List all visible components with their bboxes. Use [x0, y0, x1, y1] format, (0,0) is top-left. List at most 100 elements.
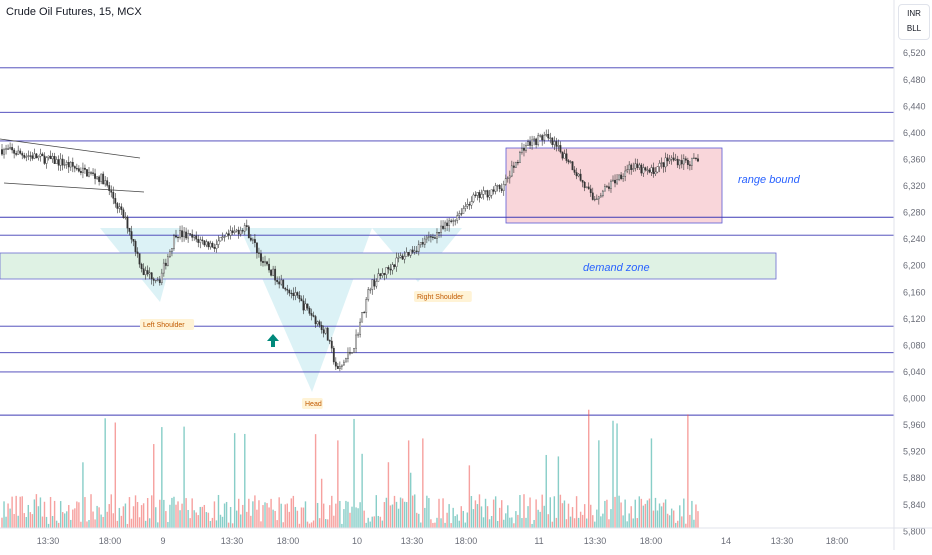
- candle-body: [231, 230, 234, 233]
- candle-body: [282, 279, 285, 289]
- candle-body: [597, 196, 600, 200]
- volume-bar: [13, 514, 15, 528]
- candle-body: [484, 190, 487, 192]
- candle-body: [247, 226, 250, 239]
- volume-bar: [521, 518, 523, 528]
- volume-bar: [555, 517, 558, 528]
- volume-bar: [274, 510, 276, 528]
- candle-body: [124, 216, 127, 219]
- volume-bar: [606, 499, 608, 528]
- volume-bar: [31, 514, 34, 528]
- candle-body: [45, 157, 48, 164]
- range-bound-label: range bound: [738, 174, 801, 186]
- volume-bar: [227, 522, 230, 528]
- volume-bar: [165, 511, 167, 528]
- volume-bar: [365, 522, 367, 528]
- volume-bar: [294, 506, 297, 528]
- volume-bar: [533, 519, 535, 528]
- volume-bar: [272, 509, 274, 528]
- candle-body: [383, 273, 386, 275]
- candle-body: [280, 279, 283, 285]
- y-tick-label: 6,360: [903, 154, 926, 164]
- currency-bll-button[interactable]: BLL: [906, 24, 922, 33]
- candle-body: [409, 249, 412, 256]
- volume-bar: [395, 501, 398, 528]
- volume-bar: [203, 504, 206, 528]
- volume-bar: [543, 505, 545, 528]
- candle-body: [367, 289, 370, 300]
- candle-body: [401, 255, 404, 260]
- volume-bar: [507, 505, 509, 528]
- candle-body: [183, 231, 185, 238]
- candle-body: [31, 155, 34, 159]
- volume-bar: [371, 516, 373, 528]
- candle-body: [217, 240, 220, 245]
- volume-bar: [458, 520, 460, 528]
- currency-switcher[interactable]: INR BLL: [898, 4, 930, 40]
- head-label: Head: [305, 401, 322, 408]
- currency-inr-button[interactable]: INR: [907, 9, 921, 18]
- candle-body: [140, 263, 143, 269]
- candle-body: [328, 340, 331, 342]
- x-tick-label: 13:30: [584, 536, 607, 546]
- volume-bar: [57, 522, 60, 528]
- volume-bar: [697, 511, 699, 528]
- volume-bar: [302, 507, 305, 528]
- volume-bar: [276, 520, 278, 528]
- y-tick-label: 6,200: [903, 261, 926, 271]
- volume-bar: [37, 506, 40, 528]
- x-tick-label: 14: [721, 536, 731, 546]
- candle-body: [260, 253, 262, 262]
- candle-body: [266, 261, 268, 265]
- volume-bar: [403, 501, 406, 528]
- candle-body: [478, 192, 481, 198]
- volume-bar: [254, 495, 256, 528]
- volume-bar: [422, 438, 424, 528]
- candle-body: [527, 141, 529, 146]
- y-tick-label: 6,440: [903, 101, 926, 111]
- volume-bar: [387, 462, 390, 528]
- volume-bar: [383, 502, 386, 528]
- volume-bar: [610, 509, 612, 528]
- x-tick-label: 18:00: [99, 536, 122, 546]
- volume-bar: [464, 522, 467, 528]
- volume-bar: [120, 515, 123, 528]
- candle-body: [122, 209, 125, 218]
- volume-bar: [679, 505, 681, 528]
- volume-bar: [575, 496, 578, 528]
- volume-bar: [238, 498, 240, 528]
- volume-bar: [74, 508, 76, 528]
- volume-bar: [353, 418, 355, 528]
- candle-body: [292, 292, 295, 297]
- volume-bar: [110, 494, 112, 528]
- volume-bar: [561, 503, 564, 528]
- volume-bar: [654, 497, 657, 528]
- candle-body: [324, 327, 327, 334]
- candle-body: [464, 206, 467, 209]
- candle-body: [521, 148, 523, 153]
- candle-body: [539, 135, 542, 137]
- volume-bar: [114, 422, 117, 528]
- volume-bar: [11, 496, 13, 528]
- candle-body: [112, 192, 115, 199]
- candle-body: [353, 347, 355, 353]
- candle-body: [606, 186, 608, 188]
- candle-body: [148, 272, 151, 275]
- candle-body: [474, 194, 477, 196]
- volume-bar: [511, 517, 513, 528]
- candle-body: [533, 138, 536, 141]
- candle-body: [268, 263, 270, 271]
- candle-body: [219, 237, 222, 242]
- volume-bar: [270, 498, 272, 528]
- left-shoulder-label-bg: [140, 319, 195, 330]
- candle-body: [59, 158, 62, 166]
- volume-bar: [648, 498, 651, 528]
- y-tick-label: 6,280: [903, 208, 926, 218]
- candle-body: [84, 167, 86, 170]
- volume-bar: [424, 507, 426, 528]
- x-tick-label: 18:00: [826, 536, 849, 546]
- volume-bar: [616, 423, 618, 528]
- volume-bar: [379, 516, 382, 528]
